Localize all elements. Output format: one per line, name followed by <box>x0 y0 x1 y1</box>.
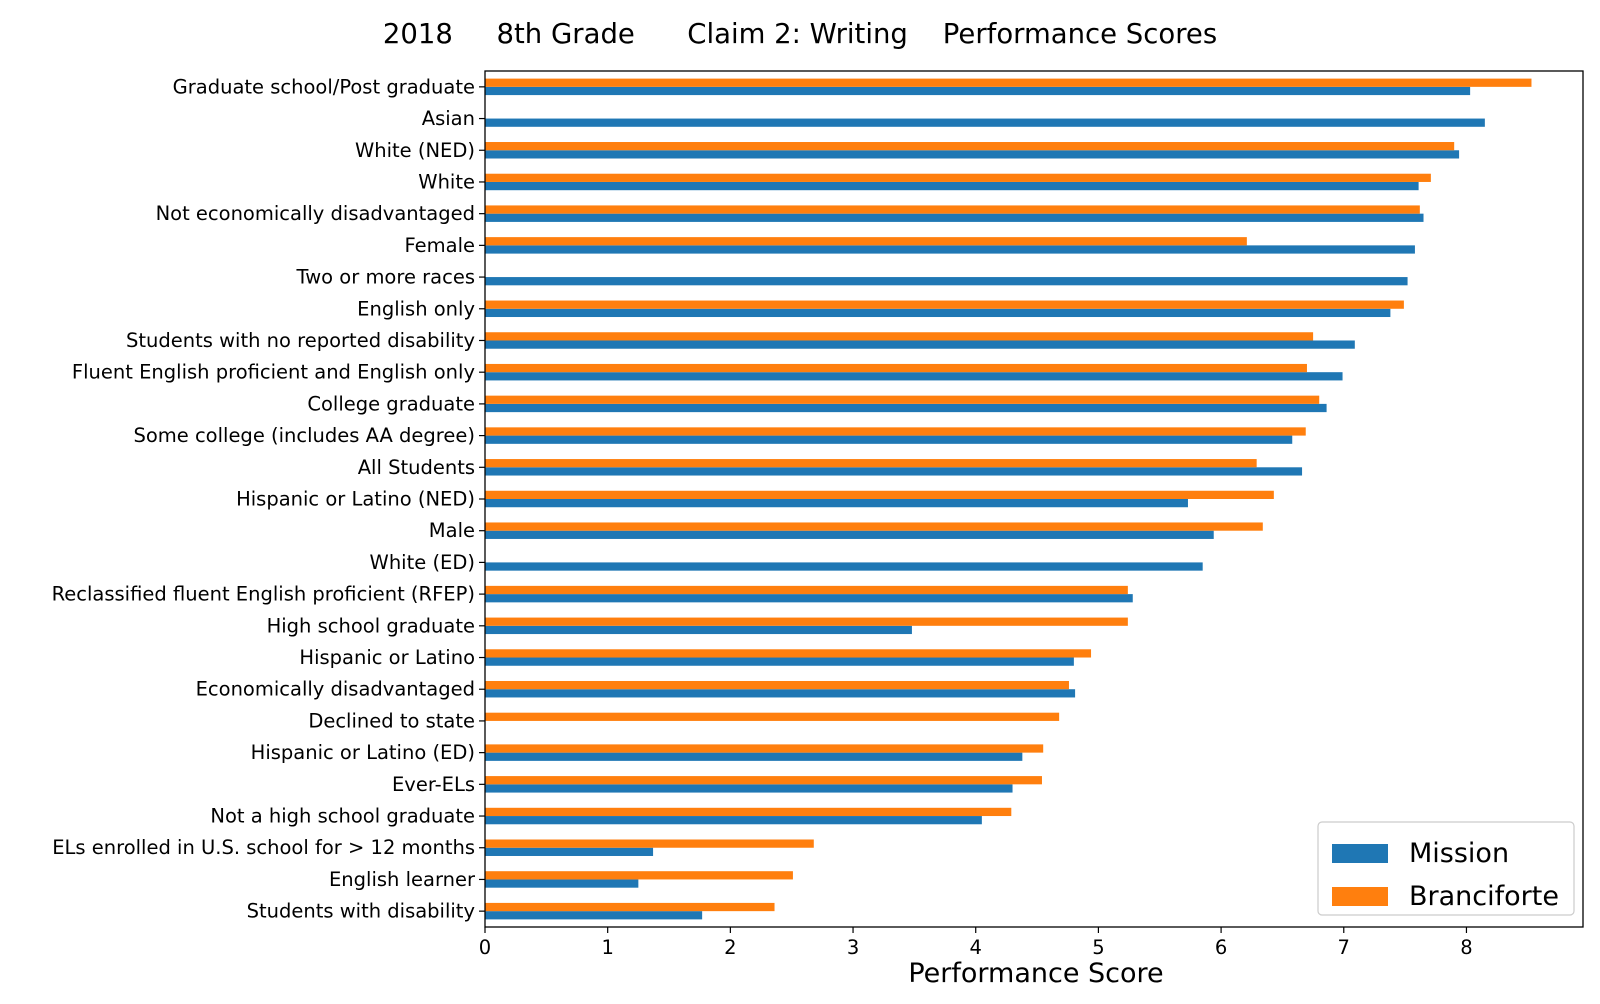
y-tick-label: Declined to state <box>308 709 475 732</box>
bar-mission <box>485 847 654 856</box>
y-tick-label: Asian <box>422 107 475 130</box>
bar-branciforte <box>485 744 1044 753</box>
bar-mission <box>485 625 912 635</box>
legend: Mission Branciforte <box>1317 821 1575 916</box>
legend-swatch <box>1332 844 1388 863</box>
y-tick-label: Ever-ELs <box>392 773 475 796</box>
y-tick-label: Some college (includes AA degree) <box>133 424 475 447</box>
y-tick-label: Students with no reported disability <box>126 329 475 352</box>
bar-mission <box>485 562 1203 571</box>
bar-mission <box>485 86 1471 96</box>
bar-branciforte <box>485 871 793 880</box>
bar-branciforte <box>485 839 814 848</box>
y-tick-label: White (ED) <box>370 551 475 574</box>
bar-branciforte <box>485 332 1314 341</box>
y-tick-label: Not a high school graduate <box>210 805 475 828</box>
x-tick-label: 8 <box>1460 936 1472 959</box>
bar-mission <box>485 499 1188 508</box>
bar-branciforte <box>485 237 1247 246</box>
bar-mission <box>485 689 1076 698</box>
bar-mission <box>485 530 1214 539</box>
y-tick-label: English learner <box>329 868 476 891</box>
bar-branciforte <box>485 173 1431 182</box>
bar-mission <box>485 118 1485 127</box>
legend-label: Mission <box>1409 838 1509 869</box>
bar-branciforte <box>485 459 1257 468</box>
x-tick-label: 5 <box>1092 936 1104 959</box>
legend-swatch <box>1332 887 1388 906</box>
y-tick-label: Two or more races <box>296 266 475 289</box>
bar-branciforte <box>485 585 1128 595</box>
y-tick-label: Not economically disadvantaged <box>156 202 475 225</box>
bar-mission <box>485 594 1133 603</box>
x-tick-label: 0 <box>479 936 491 959</box>
bar-mission <box>485 150 1460 159</box>
x-tick-label: 6 <box>1215 936 1227 959</box>
y-tick-label: White (NED) <box>355 139 475 162</box>
x-tick-label: 4 <box>970 936 982 959</box>
bar-mission <box>485 245 1415 254</box>
x-ticks: 0 1 2 3 4 5 6 7 8 <box>479 927 1473 959</box>
bar-mission <box>485 372 1343 381</box>
y-tick-label: Male <box>429 519 475 542</box>
bars-group <box>485 78 1532 920</box>
chart-title: 2018 8th Grade Claim 2: Writing Performa… <box>383 18 1217 50</box>
bar-branciforte <box>485 395 1320 404</box>
bar-mission <box>485 752 1023 761</box>
x-tick-label: 2 <box>724 936 736 959</box>
y-tick-label: Reclassified fluent English proficient (… <box>52 583 475 606</box>
plot-frame <box>484 70 1584 928</box>
bar-mission <box>485 213 1424 222</box>
bar-mission <box>485 911 703 920</box>
bar-branciforte <box>485 142 1455 151</box>
bar-mission <box>485 340 1355 349</box>
bar-mission <box>485 467 1303 476</box>
y-tick-label: Graduate school/Post graduate <box>173 75 475 98</box>
bar-branciforte <box>485 490 1274 499</box>
y-tick-labels: Graduate school/Post graduate Asian White … <box>52 75 485 923</box>
y-tick-label: Fluent English proficient and English on… <box>72 361 475 384</box>
y-tick-label: English only <box>357 297 475 320</box>
y-tick-label: Hispanic or Latino (ED) <box>251 741 475 764</box>
bar-mission <box>485 181 1419 191</box>
x-tick-label: 7 <box>1338 936 1350 959</box>
bar-mission <box>485 784 1013 793</box>
bar-branciforte <box>485 363 1307 373</box>
y-tick-label: Students with disability <box>247 900 475 923</box>
y-tick-label: Hispanic or Latino <box>299 646 475 669</box>
bar-branciforte <box>485 522 1263 531</box>
y-tick-label: Female <box>404 234 475 257</box>
x-tick-label: 1 <box>601 936 613 959</box>
y-tick-label: ELs enrolled in U.S. school for > 12 mon… <box>52 836 475 859</box>
bar-branciforte <box>485 712 1060 721</box>
bar-branciforte <box>485 680 1069 690</box>
bar-branciforte <box>485 776 1042 785</box>
bar-branciforte <box>485 649 1092 658</box>
bar-mission <box>485 816 982 825</box>
y-tick-label: Economically disadvantaged <box>196 678 475 701</box>
x-tick-label: 3 <box>847 936 859 959</box>
bar-mission <box>485 435 1293 444</box>
bar-branciforte <box>485 902 775 912</box>
y-tick-label: College graduate <box>307 392 475 415</box>
y-tick-label: All Students <box>358 456 475 479</box>
y-tick-label: Hispanic or Latino (NED) <box>236 488 475 511</box>
y-tick-label: High school graduate <box>267 614 475 637</box>
x-axis-label: Performance Score <box>908 958 1163 989</box>
bar-mission <box>485 879 639 888</box>
y-tick-label: White <box>418 170 475 193</box>
bar-branciforte <box>485 807 1012 817</box>
bar-branciforte <box>485 78 1532 87</box>
bar-branciforte <box>485 205 1420 214</box>
bar-mission <box>485 657 1074 666</box>
bar-mission <box>485 308 1391 318</box>
bar-branciforte <box>485 427 1306 436</box>
bar-mission <box>485 277 1408 286</box>
bar-branciforte <box>485 300 1404 309</box>
bar-mission <box>485 403 1327 413</box>
bar-branciforte <box>485 617 1128 626</box>
legend-label: Branciforte <box>1409 881 1559 912</box>
